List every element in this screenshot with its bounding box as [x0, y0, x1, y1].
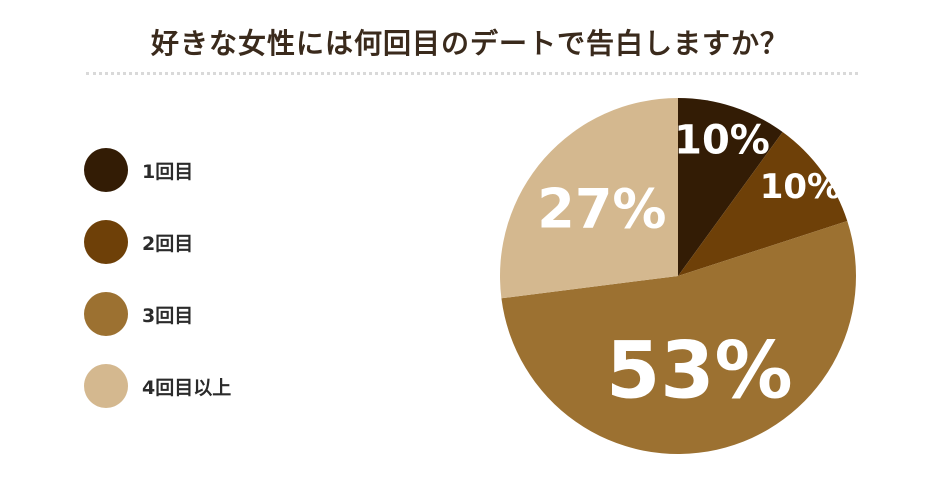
pie-slice-2 — [678, 131, 848, 276]
pie-label-4: 27% — [537, 177, 666, 240]
pie-slice-1 — [678, 98, 783, 276]
legend-label-4: 4回目以上 — [142, 376, 232, 399]
legend-item-3: 3回目 — [84, 292, 231, 336]
pie-slice-4 — [500, 98, 678, 299]
legend: 1回目 2回目 3回目 4回目以上 — [84, 148, 231, 436]
legend-swatch-3 — [84, 292, 128, 336]
legend-label-3: 3回目 — [142, 304, 194, 327]
legend-swatch-1 — [84, 148, 128, 192]
legend-label-2: 2回目 — [142, 232, 194, 255]
legend-swatch-4 — [84, 364, 128, 408]
pie-slice-3 — [501, 220, 857, 454]
pie-label-1: 10% — [674, 118, 770, 164]
legend-item-2: 2回目 — [84, 220, 231, 264]
chart-title: 好きな女性には何回目のデートで告白しますか？ — [150, 27, 789, 60]
title-divider — [86, 72, 858, 75]
pie-label-2: 10% — [760, 167, 841, 207]
legend-item-1: 1回目 — [84, 148, 231, 192]
legend-item-4: 4回目以上 — [84, 364, 231, 408]
pie-label-3: 53% — [606, 327, 793, 417]
legend-swatch-2 — [84, 220, 128, 264]
legend-label-1: 1回目 — [142, 160, 194, 183]
